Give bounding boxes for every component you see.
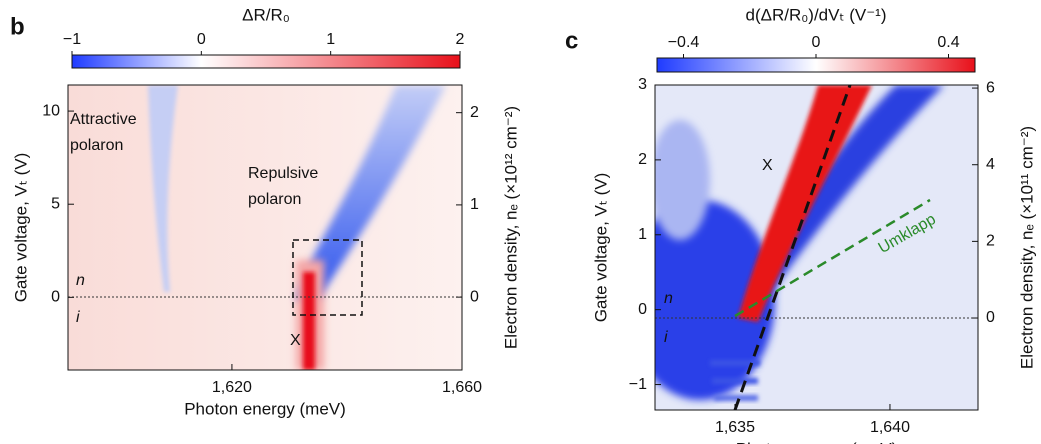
annotation: X (290, 332, 301, 349)
x-axis-label: Photon energy (meV) (184, 399, 346, 418)
colorbar-tick-label: 0 (197, 31, 206, 48)
dashed-line (734, 198, 931, 318)
y2-tick-label: 0 (986, 309, 995, 326)
heatmap-image (68, 85, 462, 370)
colorbar-tick-label: 2 (456, 31, 465, 48)
y2-tick-label: 0 (470, 288, 479, 305)
x-tick-label: 1,620 (212, 379, 252, 396)
y2-tick-label: 4 (986, 156, 995, 173)
x-tick-label: 1,660 (442, 379, 482, 396)
x-axis-label: Photon energy (meV) (736, 439, 898, 444)
y-tick-label: 0 (638, 301, 647, 318)
y2-axis-label: Electron density, nₑ (×10¹¹ cm⁻²) (1017, 126, 1036, 369)
y2-tick-label: 1 (470, 196, 479, 213)
x-tick-label: 1,635 (715, 419, 755, 436)
colorbar-tick-label: −1 (63, 31, 81, 48)
annotation: X (762, 157, 773, 174)
colorbar-tick-label: 1 (326, 31, 335, 48)
y2-tick-label: 2 (470, 104, 479, 121)
panel-label: b (10, 13, 25, 40)
y-tick-label: 3 (638, 76, 647, 93)
y-tick-label: 1 (638, 226, 647, 243)
annotation: polaron (70, 137, 123, 154)
annotation: polaron (248, 191, 301, 208)
annotation: n (76, 272, 85, 289)
colorbar-label: d(ΔR/R₀)/dVₜ (V⁻¹) (745, 5, 886, 24)
plot-frame (654, 84, 979, 411)
y2-tick-label: 2 (986, 233, 995, 250)
colorbar-tick-label: 0 (812, 34, 821, 51)
x-tick-label: 1,640 (870, 419, 910, 436)
y2-axis-label: Electron density, nₑ (×10¹² cm⁻²) (501, 106, 520, 349)
panel-label: c (565, 27, 578, 54)
y-tick-label: 5 (51, 195, 60, 212)
colorbar (656, 57, 976, 73)
heatmap-image (655, 85, 978, 410)
annotation: n (664, 290, 673, 307)
colorbar-label: ΔR/R₀ (242, 5, 290, 24)
annotation: i (664, 329, 668, 346)
y-tick-label: 10 (42, 102, 60, 119)
dashed-box (292, 239, 363, 316)
colorbar (71, 54, 461, 69)
plot-frame (67, 84, 463, 371)
annotation: Attractive (70, 111, 137, 128)
colorbar-tick-label: −0.4 (668, 34, 700, 51)
dashed-line (733, 84, 852, 411)
colorbar-tick-label: 0.4 (937, 34, 959, 51)
y2-tick-label: 6 (986, 79, 995, 96)
y-tick-label: 2 (638, 151, 647, 168)
y-axis-label: Gate voltage, Vₜ (V) (11, 153, 30, 303)
y-axis-label: Gate voltage, Vₜ (V) (591, 173, 610, 323)
y-tick-label: −1 (629, 376, 647, 393)
annotation: i (76, 309, 80, 326)
annotation: Repulsive (248, 165, 318, 182)
y-tick-label: 0 (51, 289, 60, 306)
